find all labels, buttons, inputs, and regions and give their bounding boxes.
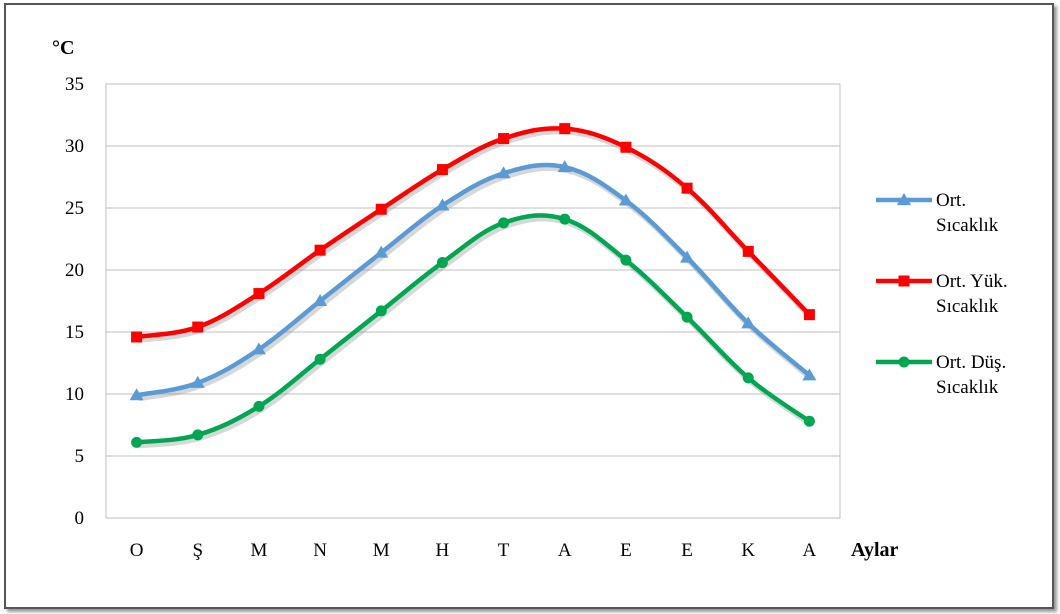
data-point: [803, 309, 815, 321]
x-tick-label: M: [373, 540, 390, 561]
data-point: [129, 388, 144, 401]
y-tick-label: 15: [65, 322, 84, 343]
data-point: [190, 375, 205, 388]
data-point: [557, 160, 572, 173]
y-tick-label: 10: [65, 384, 84, 405]
data-point: [620, 254, 632, 266]
legend-marker: [898, 275, 910, 287]
plot-area: [105, 83, 841, 519]
y-tick-label: 0: [75, 508, 85, 529]
data-point: [314, 353, 326, 365]
y-tick-label: 35: [65, 74, 84, 95]
data-point: [435, 198, 450, 211]
y-tick-label: 5: [75, 446, 85, 467]
series-1: [129, 160, 817, 402]
data-point: [192, 321, 204, 333]
data-point: [496, 166, 511, 179]
data-point: [681, 311, 693, 323]
data-point: [436, 164, 448, 176]
legend-label: Sıcaklık: [936, 296, 999, 317]
x-tick-label: A: [558, 540, 572, 561]
y-tick-label: 30: [65, 136, 84, 157]
legend-marker: [898, 356, 910, 368]
x-tick-label: Ş: [192, 540, 203, 561]
y-tick-label: 25: [65, 198, 84, 219]
series-lines: [129, 123, 817, 449]
x-tick-label: O: [130, 540, 144, 561]
x-tick-label: M: [250, 540, 267, 561]
chart-frame: [4, 3, 1054, 609]
data-point: [131, 331, 143, 343]
x-tick-label: K: [741, 540, 755, 561]
data-point: [559, 213, 571, 225]
data-point: [436, 257, 448, 269]
data-point: [192, 429, 204, 441]
data-point: [681, 182, 693, 194]
x-tick-label: E: [681, 540, 693, 561]
data-point: [375, 203, 387, 215]
legend: Ort. Sıcaklık Ort. Yük. Sıcaklık Ort. Düş. Sı…: [876, 190, 1008, 398]
data-point: [620, 141, 632, 153]
legend-item-3: Ort. Düş. Sıcaklık: [876, 352, 1006, 398]
data-point: [803, 415, 815, 427]
legend-item-2: Ort. Yük. Sıcaklık: [876, 271, 1008, 317]
x-axis-label: Aylar: [851, 539, 899, 561]
series-line: [136, 126, 812, 340]
data-point: [680, 250, 695, 263]
legend-label: Sıcaklık: [936, 377, 999, 398]
legend-item-1: Ort. Sıcaklık: [876, 190, 999, 236]
data-point: [802, 368, 817, 381]
series-line: [136, 213, 811, 445]
legend-label: Ort. Yük.: [936, 271, 1008, 292]
series-3: [131, 213, 815, 449]
x-tick-label: A: [803, 540, 817, 561]
x-tick-label: T: [498, 540, 510, 561]
x-tick-label: E: [620, 540, 632, 561]
data-point: [253, 400, 265, 412]
legend-label: Sıcaklık: [936, 215, 999, 236]
data-point: [251, 342, 266, 355]
x-tick-label: N: [313, 540, 327, 561]
legend-label: Ort.: [936, 190, 966, 211]
data-point: [131, 436, 143, 448]
y-axis-ticks: 0 5 10 15 20 25 30 35: [65, 74, 84, 529]
data-point: [314, 244, 326, 256]
data-point: [559, 123, 571, 135]
data-point: [742, 372, 754, 384]
data-point: [618, 193, 633, 206]
legend-marker: [897, 193, 911, 205]
data-point: [498, 217, 510, 229]
legend-label: Ort. Düş.: [936, 352, 1006, 373]
series-line: [136, 162, 811, 398]
data-point: [374, 245, 389, 258]
data-point: [742, 245, 754, 257]
y-axis-label: °C: [52, 37, 74, 59]
x-tick-label: H: [436, 540, 450, 561]
data-point: [313, 294, 328, 306]
data-point: [498, 133, 510, 145]
data-point: [253, 288, 265, 300]
y-tick-label: 20: [65, 260, 84, 281]
data-point: [375, 305, 387, 317]
data-point: [741, 316, 756, 329]
series-2: [131, 123, 815, 343]
